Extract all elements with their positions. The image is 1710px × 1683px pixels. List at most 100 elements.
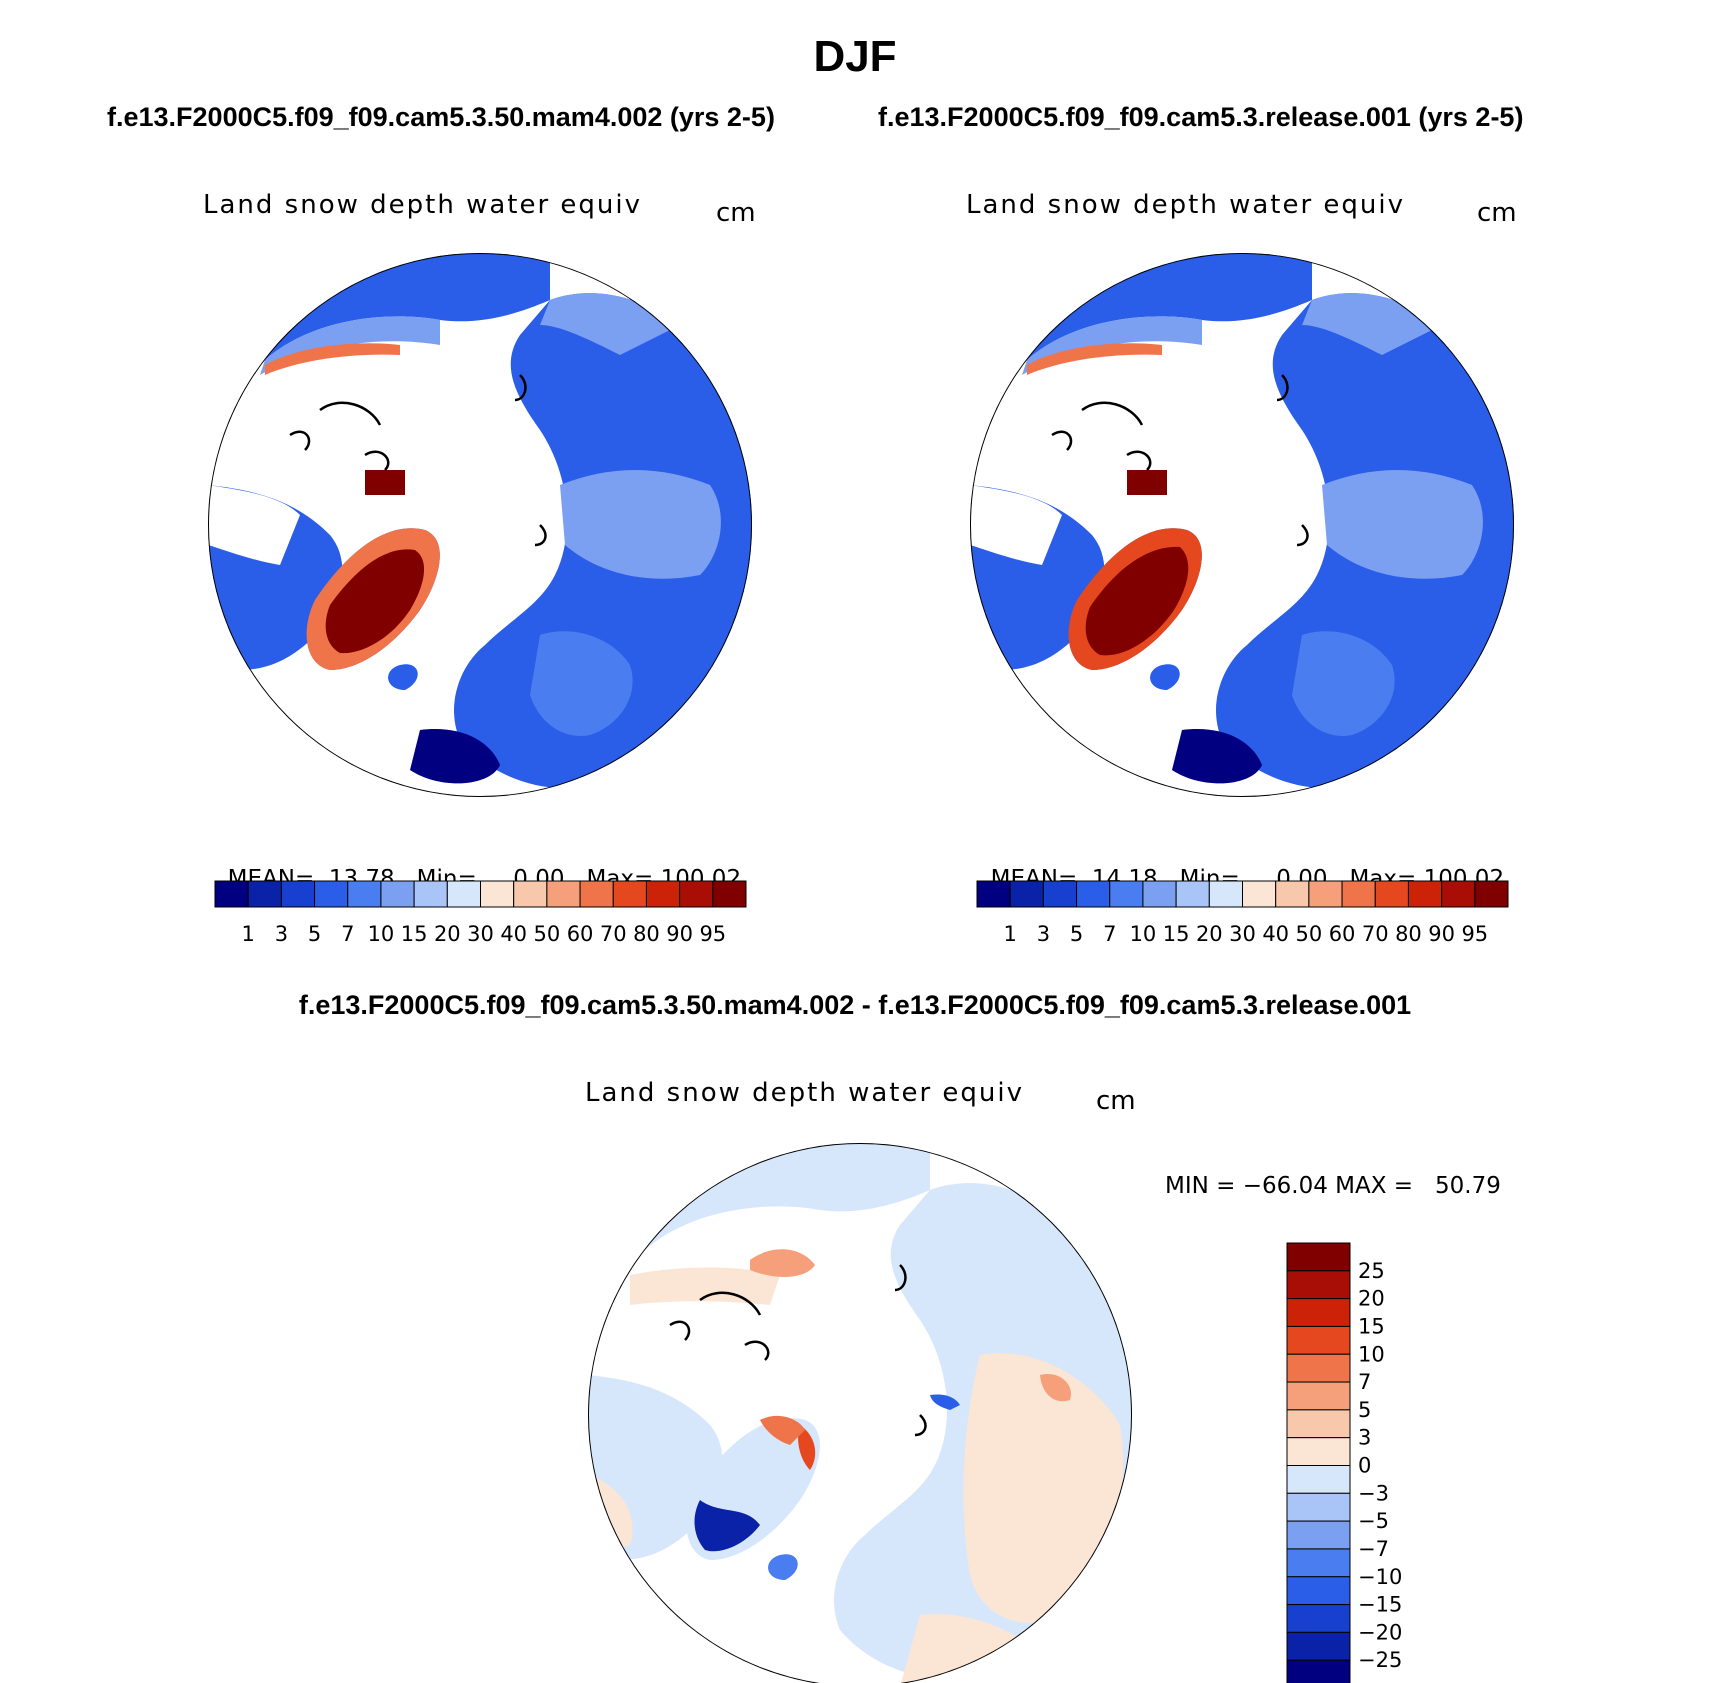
colorbar-swatch	[1341, 880, 1376, 908]
colorbar-swatch	[546, 880, 581, 908]
colorbar-swatch	[347, 880, 382, 908]
colorbar-tick-label: 30	[1229, 922, 1256, 946]
colorbar-tick-label: 15	[1163, 922, 1190, 946]
colorbar-swatch	[1286, 1325, 1351, 1355]
colorbar-swatch	[645, 880, 681, 908]
colorbar-swatch	[1109, 880, 1144, 908]
colorbar-tick-label: 40	[500, 922, 527, 946]
colorbar-tick-label: 10	[368, 922, 395, 946]
colorbar-swatch	[1308, 880, 1343, 908]
panel1-units-label: cm	[716, 198, 756, 228]
colorbar-right: 1 3 5 7 10 15 20 30 40 50 60 70 80 90 95	[976, 880, 1509, 946]
colorbar-swatch	[1286, 1298, 1351, 1327]
colorbar-swatch	[1208, 880, 1243, 908]
colorbar-tick-label: 50	[534, 922, 561, 946]
colorbar-swatch	[1076, 880, 1111, 908]
colorbar-tick-label: 95	[699, 922, 726, 946]
colorbar-tick-label: 80	[633, 922, 660, 946]
colorbar-swatch	[1286, 1604, 1351, 1633]
colorbar-tick-label: 1	[242, 922, 255, 946]
colorbar-swatch	[1286, 1659, 1351, 1683]
colorbar-swatch	[1286, 1409, 1351, 1439]
colorbar-tick-label: 10	[1130, 922, 1157, 946]
difference-title: f.e13.F2000C5.f09_f09.cam5.3.50.mam4.002…	[298, 990, 1412, 1020]
colorbar-tick-label: 3	[275, 922, 288, 946]
colorbar-swatch	[1286, 1631, 1351, 1661]
colorbar-tick-label: 10	[1358, 1342, 1385, 1366]
panel2-units-label: cm	[1477, 198, 1517, 228]
colorbar-tick-label: 5	[1358, 1398, 1371, 1422]
map-panel-left	[208, 253, 752, 797]
colorbar-swatch	[1286, 1381, 1351, 1411]
colorbar-tick-label: 7	[1358, 1370, 1371, 1394]
colorbar-tick-label: 70	[1362, 922, 1389, 946]
colorbar-swatch	[1142, 880, 1177, 908]
colorbar-swatch	[1374, 880, 1409, 908]
colorbar-swatch	[513, 880, 548, 908]
figure-title: DJF	[813, 32, 897, 81]
colorbar-tick-label: 7	[1103, 922, 1116, 946]
colorbar-swatch	[280, 880, 316, 908]
colorbar-tick-label: 95	[1461, 922, 1488, 946]
colorbar-difference: 25 20 15 10 7 5 3 0 −3 −5 −7 −10 −15 −20 −25	[1286, 1242, 1402, 1683]
map-panel-difference	[588, 1143, 1132, 1683]
colorbar-tick-label: −7	[1358, 1537, 1389, 1561]
colorbar-tick-label: 3	[1358, 1426, 1371, 1450]
diff-stats: MIN = −66.04 MAX = 50.79	[1165, 1173, 1501, 1199]
panel1-variable-label: Land snow depth water equiv	[203, 190, 642, 220]
colorbar-swatch	[1286, 1520, 1351, 1550]
colorbar-swatch	[1286, 1353, 1351, 1383]
colorbar-tick-label: 50	[1296, 922, 1323, 946]
colorbar-swatch	[1286, 1576, 1351, 1606]
colorbar-swatch	[1286, 1437, 1351, 1466]
colorbar-swatch	[446, 880, 481, 908]
colorbar-swatch	[579, 880, 614, 908]
colorbar-tick-label: 90	[666, 922, 693, 946]
colorbar-tick-label: 70	[600, 922, 627, 946]
colorbar-tick-label: 5	[1070, 922, 1083, 946]
colorbar-swatch	[976, 880, 1011, 908]
colorbar-swatch	[480, 880, 515, 908]
colorbar-tick-label: −10	[1358, 1565, 1402, 1589]
colorbar-swatch	[1474, 880, 1509, 908]
colorbar-swatch	[380, 880, 415, 908]
panel2-variable-label: Land snow depth water equiv	[966, 190, 1405, 220]
colorbar-swatch	[413, 880, 448, 908]
colorbar-swatch	[1275, 880, 1310, 908]
colorbar-tick-label: 15	[401, 922, 428, 946]
colorbar-swatch	[712, 880, 747, 908]
colorbar-tick-label: −15	[1358, 1593, 1402, 1617]
case-title-right: f.e13.F2000C5.f09_f09.cam5.3.release.001…	[878, 102, 1524, 132]
colorbar-swatch	[679, 880, 714, 908]
colorbar-tick-label: 80	[1395, 922, 1422, 946]
colorbar-tick-label: −3	[1358, 1481, 1389, 1505]
colorbar-swatch	[1407, 880, 1443, 908]
colorbar-tick-label: 1	[1004, 922, 1017, 946]
diff-variable-label: Land snow depth water equiv	[585, 1078, 1024, 1108]
colorbar-swatch	[1286, 1548, 1351, 1578]
colorbar-tick-label: 7	[341, 922, 354, 946]
colorbar-tick-label: 0	[1358, 1454, 1371, 1478]
diff-units-label: cm	[1096, 1086, 1136, 1116]
colorbar-swatch	[214, 880, 249, 908]
colorbar-swatch	[1286, 1242, 1351, 1272]
colorbar-swatch	[612, 880, 647, 908]
colorbar-swatch	[1175, 880, 1210, 908]
colorbar-tick-label: 40	[1262, 922, 1289, 946]
colorbar-tick-label: 25	[1358, 1259, 1385, 1283]
colorbar-tick-label: 3	[1037, 922, 1050, 946]
colorbar-tick-label: 5	[308, 922, 321, 946]
colorbar-tick-label: 20	[1196, 922, 1223, 946]
colorbar-tick-label: 20	[434, 922, 461, 946]
colorbar-swatch	[314, 880, 349, 908]
colorbar-tick-label: −20	[1358, 1620, 1402, 1644]
colorbar-tick-label: −25	[1358, 1648, 1402, 1672]
case-title-left: f.e13.F2000C5.f09_f09.cam5.3.50.mam4.002…	[107, 102, 775, 132]
colorbar-tick-label: 30	[467, 922, 494, 946]
colorbar-swatch	[1441, 880, 1476, 908]
map-panel-right	[970, 253, 1514, 797]
colorbar-swatch	[1286, 1492, 1351, 1522]
colorbar-tick-label: 20	[1358, 1287, 1385, 1311]
colorbar-swatch	[1286, 1270, 1351, 1300]
